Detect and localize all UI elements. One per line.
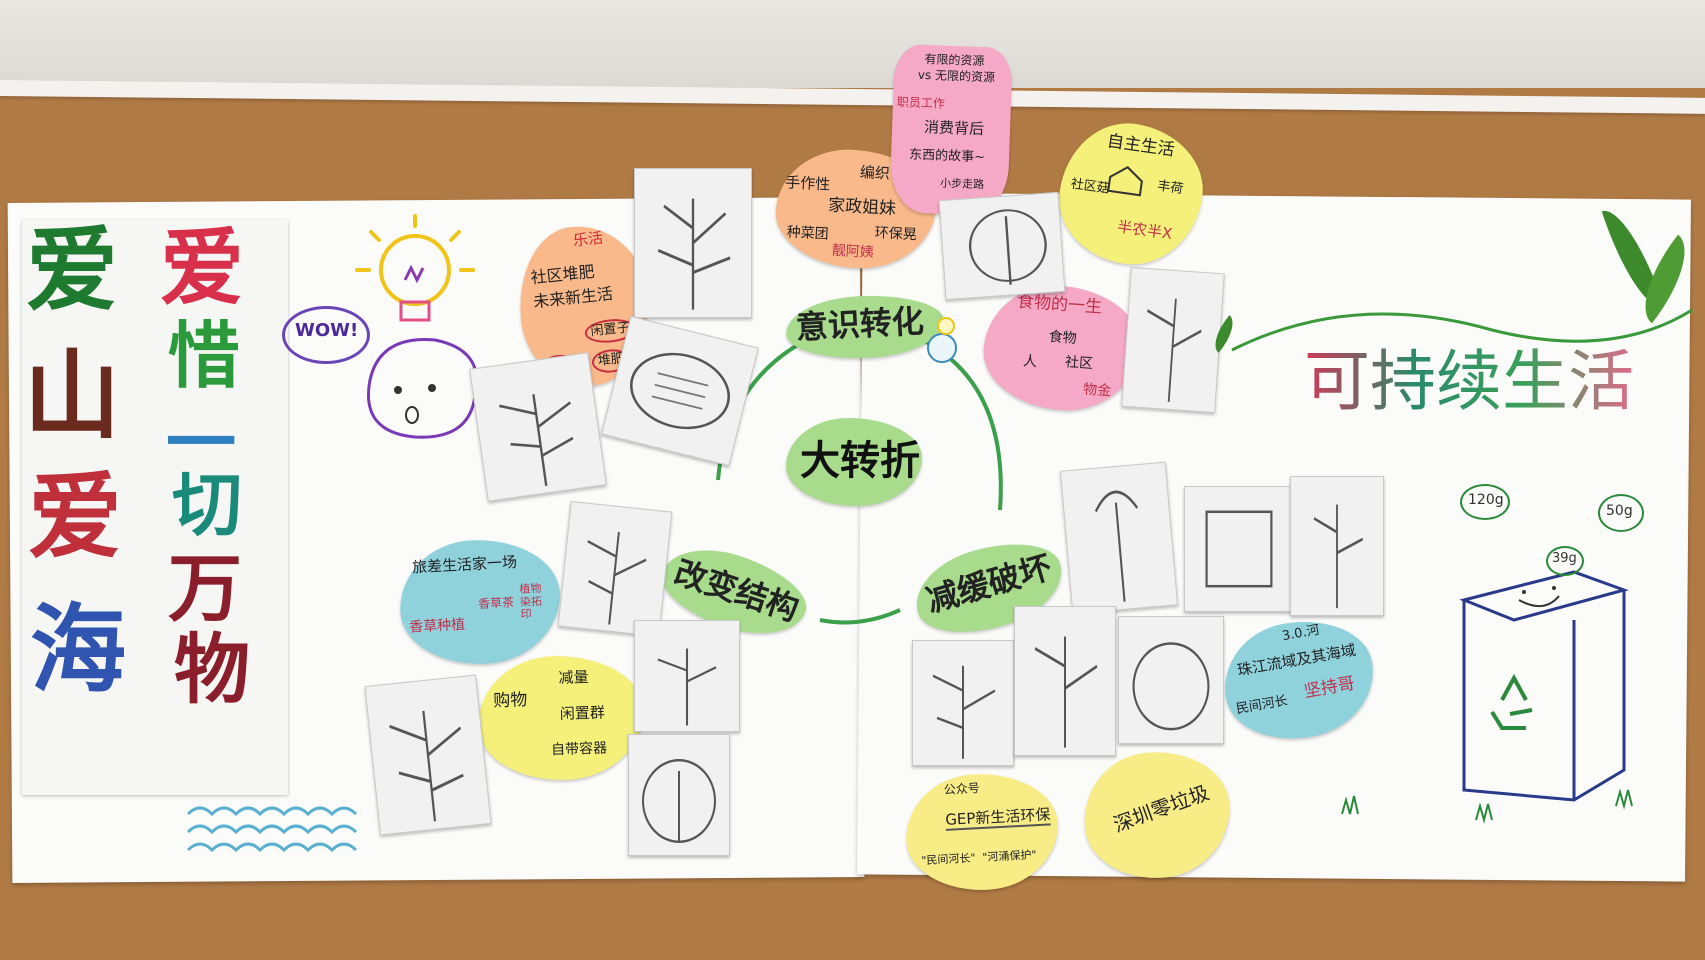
- note-text: 人: [1022, 353, 1038, 371]
- note-pink-top: 有限的资源 vs 无限的资源 职员工作 消费背后 东西的故事~ 小步走路: [889, 43, 1013, 217]
- tree-sketch-print: [557, 501, 673, 637]
- weight-badge: 50g: [1598, 494, 1644, 532]
- center-title: 大转折: [800, 438, 920, 484]
- note-text: 自主生活: [1105, 131, 1176, 161]
- weight-text: 39g: [1552, 551, 1577, 566]
- page-title: 可持续生活: [1262, 268, 1634, 420]
- note-text: 减量: [558, 668, 589, 688]
- note-text: 公众号: [943, 781, 981, 797]
- tree-sketch-print: [1014, 606, 1116, 756]
- note-text: 东西的故事~: [908, 147, 986, 166]
- note-text: 社区: [1064, 354, 1094, 373]
- note-text: 家政姐妹: [827, 195, 897, 220]
- weight-text: 120g: [1468, 492, 1504, 508]
- recycle-bin-doodle: [1459, 570, 1629, 802]
- note-yellow-top: 自主生活 社区菇 丰荷 半农半X: [1050, 114, 1212, 274]
- tree-sketch-print: [1184, 486, 1294, 612]
- tree-sketch-print: [938, 191, 1066, 301]
- waves-doodle: [186, 806, 358, 853]
- note-text: 珠江流域及其海域: [1235, 640, 1358, 680]
- note-text: 手作性: [784, 173, 831, 194]
- note-text: 环保晃: [874, 225, 918, 244]
- note-text: 有限的资源: [924, 52, 985, 69]
- tree-sketch-print: [912, 640, 1014, 766]
- banner-char: 爱: [26, 216, 119, 324]
- note-text: 未来新生活: [532, 283, 614, 312]
- note-text: 物金: [1082, 381, 1112, 400]
- tree-sketch-print: [628, 734, 730, 856]
- grass-doodle: [1341, 788, 1633, 824]
- note-text: 社区菇: [1069, 176, 1111, 197]
- note-text: 闲置群: [559, 703, 606, 724]
- banner-char: 爱: [28, 462, 123, 572]
- tree-sketch-print: [1118, 616, 1224, 744]
- wow-bubble: WOW!: [282, 306, 370, 364]
- note-text: 半农半X: [1116, 217, 1174, 244]
- tree-sketch-print: [1121, 266, 1225, 414]
- note-tag: 乐活: [572, 228, 604, 250]
- weight-badge: 39g: [1546, 546, 1584, 576]
- tree-sketch-print: [1290, 476, 1384, 616]
- note-text: "民间河长" "河涌保护": [921, 848, 1037, 868]
- house-icon: [1107, 166, 1143, 197]
- weight-badge: 120g: [1460, 484, 1510, 520]
- title-underline: [1231, 308, 1693, 352]
- banner-char: 爱: [160, 218, 245, 317]
- lightbulb-icon: [355, 214, 475, 322]
- note-text: 靓阿姨: [831, 242, 875, 261]
- banner-char: 惜: [168, 313, 241, 398]
- note-text: GEP新生活环保: [945, 805, 1051, 832]
- note-text: 小步走路: [939, 176, 985, 192]
- note-text: 种菜团: [786, 224, 830, 243]
- note-text: 坚持哥: [1302, 673, 1357, 703]
- note-text: 植物染拓印: [519, 581, 543, 622]
- note-text: 旅差生活家一场: [411, 553, 518, 577]
- weight-text: 50g: [1606, 503, 1633, 519]
- head-doodle: [367, 338, 479, 439]
- note-text: 食物: [1048, 329, 1078, 347]
- small-bulb-icon: [927, 317, 957, 363]
- note-text: 丰荷: [1156, 178, 1185, 198]
- tree-sketch-print: [364, 674, 492, 836]
- tree-sketch-print: [634, 620, 740, 732]
- banner-char: 物: [174, 625, 250, 714]
- center-note: 大转折: [786, 418, 922, 506]
- banner-char: 海: [30, 593, 126, 706]
- note-text: 社区堆肥: [529, 261, 596, 288]
- note-text: 消费背后: [923, 118, 985, 139]
- note-text: 香草种植: [408, 616, 466, 636]
- note-text: vs 无限的资源: [917, 67, 996, 85]
- banner-char: 切: [172, 463, 242, 546]
- note-text: 自带容器: [550, 740, 608, 759]
- tree-sketch-print: [634, 168, 752, 318]
- tree-sketch-print: [1059, 461, 1179, 615]
- tree-sketch-print: [469, 352, 607, 502]
- note-text: 职员工作: [896, 95, 946, 111]
- note-text: 食物的一生: [1016, 291, 1103, 318]
- page-title-text: 可持续生活: [1303, 342, 1634, 420]
- wow-text: WOW!: [295, 320, 359, 341]
- note-text: 编织: [859, 163, 891, 183]
- note-text: 香草茶: [477, 595, 515, 612]
- branch-top-label: 意识转化: [794, 301, 925, 347]
- banner-char: 山: [24, 339, 120, 452]
- note-text: 民间河长: [1234, 693, 1289, 718]
- banner-char: 万: [168, 546, 242, 632]
- vertical-banner: 爱 山 爱 海 爱 惜 一 切 万 物: [22, 220, 288, 795]
- note-text: 深圳零垃圾: [1110, 780, 1213, 837]
- banner-char: 一: [166, 401, 236, 484]
- note-text: 购物: [493, 690, 528, 712]
- note-text: 3.0.河: [1280, 622, 1321, 645]
- tree-sketch-print: [601, 315, 759, 467]
